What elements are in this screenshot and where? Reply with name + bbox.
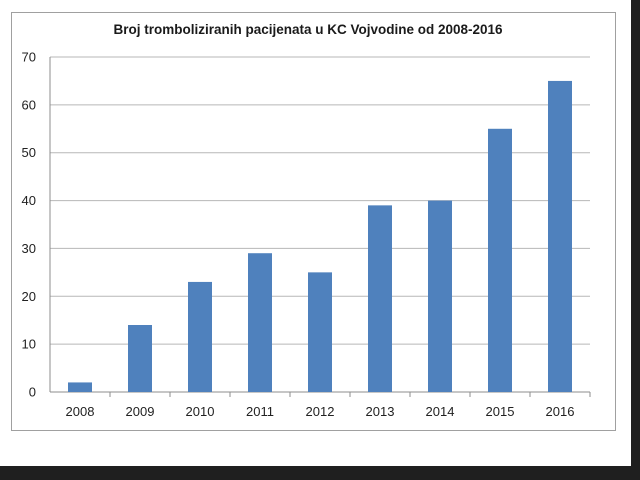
y-tick-label: 0 — [29, 385, 36, 400]
screen-edge-right — [631, 0, 640, 480]
bar — [68, 382, 92, 392]
screen-edge-bottom — [0, 466, 640, 480]
bar — [368, 205, 392, 392]
chart-title: Broj tromboliziranih pacijenata u KC Voj… — [113, 22, 503, 37]
x-tick-label: 2013 — [366, 404, 395, 419]
bar — [428, 200, 452, 392]
bar — [128, 325, 152, 392]
x-tick-label: 2008 — [66, 404, 95, 419]
x-tick-label: 2010 — [186, 404, 215, 419]
y-tick-label: 10 — [22, 337, 36, 352]
y-tick-label: 70 — [22, 50, 36, 65]
x-tick-label: 2011 — [246, 404, 274, 419]
y-tick-label: 30 — [22, 241, 36, 256]
x-tick-label: 2015 — [486, 404, 515, 419]
bar — [488, 128, 512, 393]
x-tick-label: 2014 — [426, 404, 455, 419]
bar — [248, 253, 272, 392]
x-tick-label: 2012 — [306, 404, 335, 419]
bar — [308, 272, 332, 392]
y-tick-label: 40 — [22, 193, 36, 208]
y-tick-label: 20 — [22, 289, 36, 304]
x-tick-label: 2009 — [126, 404, 155, 419]
y-tick-label: 60 — [22, 97, 36, 112]
y-tick-label: 50 — [22, 145, 36, 160]
x-tick-label: 2016 — [546, 404, 575, 419]
bar — [548, 80, 572, 392]
bar — [188, 281, 212, 392]
